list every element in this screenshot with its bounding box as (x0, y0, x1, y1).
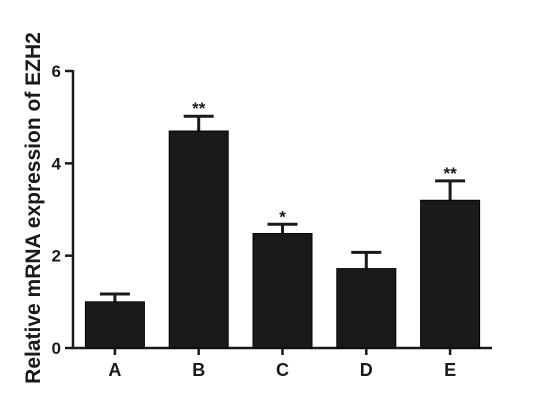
y-tick-label: 0 (52, 339, 61, 358)
bar-B (168, 130, 229, 349)
significance-label-C: * (279, 207, 286, 226)
bars (84, 114, 481, 349)
x-tick-label-A: A (108, 360, 121, 380)
significance-label-B: ** (192, 99, 206, 118)
bar-D (336, 268, 397, 349)
labels: 0 2 4 6 A B ** C * D E ** (52, 62, 458, 380)
y-tick-label: 2 (52, 247, 61, 266)
x-tick-label-D: D (360, 360, 373, 380)
bar-A (84, 301, 145, 349)
x-tick-label-C: C (276, 360, 289, 380)
x-tick-label-B: B (192, 360, 205, 380)
significance-label-E: ** (443, 164, 457, 183)
y-axis-label: Relative mRNA expression of EZH2 (22, 32, 45, 384)
x-tick-label-E: E (444, 360, 456, 380)
y-tick-label: 6 (52, 62, 61, 81)
y-tick-label: 4 (52, 154, 62, 173)
bar-C (252, 233, 313, 349)
bar-E (420, 199, 481, 349)
